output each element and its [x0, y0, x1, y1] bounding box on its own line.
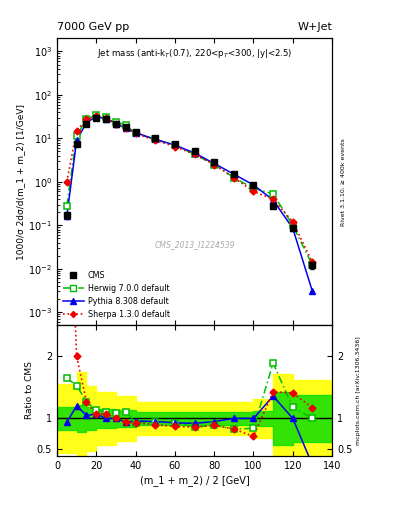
Text: CMS_2013_I1224539: CMS_2013_I1224539: [154, 241, 235, 249]
X-axis label: (m_1 + m_2) / 2 [GeV]: (m_1 + m_2) / 2 [GeV]: [140, 475, 250, 485]
Y-axis label: 1000/σ 2dσ/d(m_1 + m_2) [1/GeV]: 1000/σ 2dσ/d(m_1 + m_2) [1/GeV]: [17, 104, 26, 260]
Legend: CMS, Herwig 7.0.0 default, Pythia 8.308 default, Sherpa 1.3.0 default: CMS, Herwig 7.0.0 default, Pythia 8.308 …: [61, 268, 172, 321]
Text: W+Jet: W+Jet: [297, 22, 332, 32]
Text: 7000 GeV pp: 7000 GeV pp: [57, 22, 129, 32]
Y-axis label: Rivet 3.1.10, ≥ 400k events: Rivet 3.1.10, ≥ 400k events: [341, 138, 346, 226]
Y-axis label: mcplots.cern.ch [arXiv:1306.3436]: mcplots.cern.ch [arXiv:1306.3436]: [356, 336, 362, 445]
Y-axis label: Ratio to CMS: Ratio to CMS: [25, 361, 34, 419]
Text: Jet mass (anti-k$_T$(0.7), 220<p$_T$<300, |y|<2.5): Jet mass (anti-k$_T$(0.7), 220<p$_T$<300…: [97, 47, 292, 60]
